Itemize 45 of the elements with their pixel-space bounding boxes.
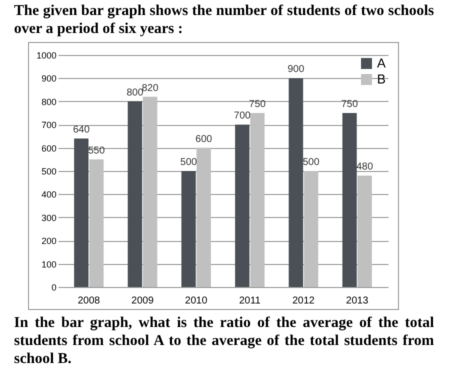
x-tick-label: 2013 (346, 296, 369, 306)
y-tick-label: 700 (41, 120, 56, 130)
x-tick-label: 2009 (131, 296, 154, 306)
y-tick-label: 600 (41, 143, 56, 154)
x-tick-label: 2008 (78, 296, 100, 306)
bar (342, 113, 357, 287)
x-tick-label: 2010 (185, 296, 208, 306)
bar (196, 148, 211, 287)
data-label: 640 (72, 124, 90, 136)
y-tick-label: 100 (41, 259, 56, 270)
y-tick-label: 400 (41, 190, 56, 200)
bar (181, 171, 196, 287)
bar (74, 138, 88, 287)
bar (250, 113, 265, 287)
bar (235, 124, 250, 287)
y-tick-label: 500 (41, 166, 56, 176)
y-tick-label: 200 (41, 236, 56, 246)
data-label: 750 (249, 99, 266, 110)
x-tick-label: 2011 (239, 296, 262, 306)
y-tick-label: 0 (51, 282, 56, 292)
data-label: 820 (142, 82, 159, 94)
data-label: 700 (234, 110, 252, 122)
data-label: 500 (180, 157, 198, 168)
bar (128, 101, 142, 287)
chart-title: The given bar graph shows the number of students of two schools over a period of six years : (14, 2, 434, 38)
x-tick-label: 2012 (292, 296, 316, 306)
bar (358, 176, 372, 287)
text: In the bar graph, what is the ratio of the average of the total students from school A to the average of the total students from school B. (14, 314, 434, 368)
y-tick-label: 300 (41, 212, 56, 223)
data-label: 750 (341, 99, 358, 110)
bar (142, 96, 158, 287)
bar (89, 159, 104, 287)
y-tick-label: 900 (41, 74, 56, 84)
y-tick-label: 1000 (36, 50, 56, 60)
legend-label: A (377, 56, 386, 70)
bar (304, 171, 318, 287)
legend-label: B (377, 72, 386, 86)
data-label: 550 (88, 145, 106, 156)
data-label: 600 (195, 134, 213, 145)
data-label: 900 (288, 64, 305, 76)
data-label: 480 (356, 162, 374, 173)
data-label: 500 (302, 157, 320, 168)
y-tick-label: 800 (41, 96, 56, 107)
bar (288, 78, 304, 287)
data-label: 800 (126, 87, 144, 98)
